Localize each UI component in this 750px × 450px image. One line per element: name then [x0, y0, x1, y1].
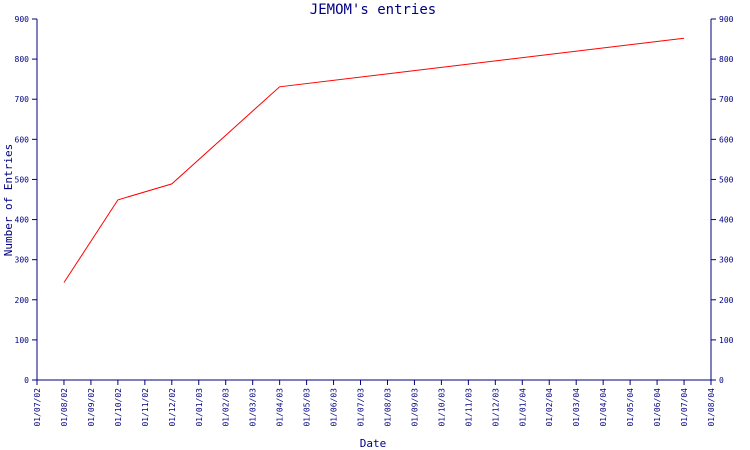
- y-tick-label-right: 400: [719, 216, 734, 225]
- x-tick-label: 01/03/03: [249, 388, 258, 427]
- x-tick-label: 01/07/04: [680, 388, 689, 427]
- series-line: [63, 37, 685, 283]
- x-tick-label: 01/05/03: [303, 388, 312, 427]
- y-tick-label-right: 500: [719, 175, 734, 184]
- x-tick-label: 01/05/04: [626, 388, 635, 427]
- y-tick-label-left: 800: [15, 55, 30, 64]
- plot-frame: [36, 19, 712, 381]
- x-tick-label: 01/09/02: [87, 388, 96, 427]
- x-tick-label: 01/09/03: [410, 388, 419, 427]
- y-tick-label-right: 100: [719, 336, 734, 345]
- y-tick-label-left: 100: [15, 336, 30, 345]
- y-tick-label-right: 700: [719, 95, 734, 104]
- x-tick-label: 01/10/02: [114, 388, 123, 427]
- y-tick-label-left: 700: [15, 95, 30, 104]
- x-tick-label: 01/03/04: [572, 388, 581, 427]
- x-tick-label: 01/12/02: [168, 388, 177, 427]
- x-tick-label: 01/02/04: [545, 388, 554, 427]
- x-tick-label: 01/08/04: [707, 388, 716, 427]
- y-tick-label-left: 900: [15, 15, 30, 24]
- y-axis-title: Number of Entries: [2, 144, 15, 257]
- y-tick-label-right: 300: [719, 256, 734, 265]
- x-tick-label: 01/01/03: [195, 388, 204, 427]
- x-axis: 01/07/02 01/08/02 01/09/02 01/10/02 01/11/02…: [33, 380, 716, 427]
- y-axis-left: 0 100 200 300 400 500 600 700 800 900: [15, 15, 37, 385]
- y-tick-label-left: 0: [24, 376, 29, 385]
- y-tick-label-left: 300: [15, 256, 30, 265]
- chart-title: JEMOM's entries: [310, 2, 436, 18]
- x-tick-label: 01/11/03: [464, 388, 473, 427]
- y-tick-label-left: 200: [15, 296, 30, 305]
- x-axis-title: Date: [360, 437, 387, 450]
- y-tick-label-right: 200: [719, 296, 734, 305]
- x-tick-label: 01/06/03: [330, 388, 339, 427]
- x-tick-label: 01/06/04: [653, 388, 662, 427]
- x-tick-label: 01/08/02: [60, 388, 69, 427]
- x-tick-label: 01/07/03: [357, 388, 366, 427]
- y-tick-label-right: 0: [719, 376, 724, 385]
- x-tick-label: 01/08/03: [383, 388, 392, 427]
- x-tick-label: 01/11/02: [141, 388, 150, 427]
- series-layer: [63, 37, 685, 283]
- x-tick-label: 01/12/03: [491, 388, 500, 427]
- x-tick-label: 01/07/02: [33, 388, 42, 427]
- y-tick-label-right: 800: [719, 55, 734, 64]
- y-tick-label-left: 600: [15, 135, 30, 144]
- x-tick-label: 01/04/04: [599, 388, 608, 427]
- x-tick-label: 01/02/03: [222, 388, 231, 427]
- x-tick-label: 01/04/03: [276, 388, 285, 427]
- y-axis-right: 0 100 200 300 400 500 600 700 800 900: [711, 15, 734, 385]
- y-tick-label-right: 600: [719, 135, 734, 144]
- y-tick-label-right: 900: [719, 15, 734, 24]
- x-tick-label: 01/10/03: [437, 388, 446, 427]
- x-tick-label: 01/01/04: [518, 388, 527, 427]
- y-tick-label-left: 400: [15, 216, 30, 225]
- y-tick-label-left: 500: [15, 175, 30, 184]
